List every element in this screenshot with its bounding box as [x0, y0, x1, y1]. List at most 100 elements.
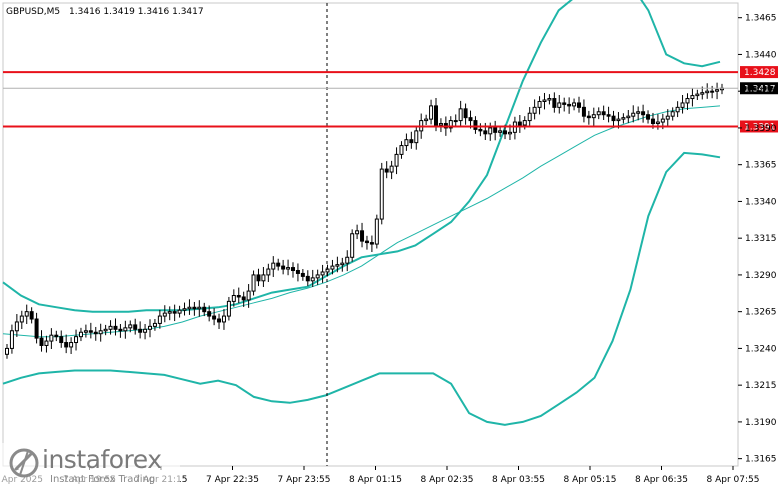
level-label-box	[740, 66, 778, 79]
candle-body	[340, 262, 345, 266]
candle	[641, 104, 646, 123]
watermark: instaforex Instant Forex Trading	[2, 443, 180, 487]
level-label: 1.3391	[744, 122, 776, 132]
candle-body	[300, 272, 305, 277]
candle-body	[488, 127, 493, 135]
candle	[74, 329, 79, 351]
x-tick-label: 8 Apr 03:55	[492, 475, 545, 485]
candle-body	[369, 242, 374, 245]
candle	[152, 319, 157, 331]
candle-body	[172, 311, 177, 314]
y-tick-label: 1.3365	[745, 161, 777, 171]
current-price-label: 1.3417	[744, 84, 776, 94]
candle-body	[207, 311, 212, 317]
y-tick-label: 1.3415	[745, 87, 777, 97]
candle	[399, 141, 404, 159]
current-price-box	[740, 82, 778, 95]
candle-body	[715, 89, 720, 92]
candle	[34, 312, 39, 344]
candle-body	[266, 268, 271, 276]
candle	[577, 96, 581, 113]
candle	[123, 320, 128, 339]
candle-body	[256, 274, 261, 282]
candle-body	[167, 311, 172, 314]
candle	[217, 313, 222, 330]
candle	[715, 82, 720, 100]
candle	[631, 105, 636, 123]
candle-body	[162, 312, 167, 317]
candle-body	[69, 342, 74, 348]
candle	[685, 93, 690, 111]
candle-body	[64, 342, 69, 348]
candle	[404, 133, 409, 151]
candle	[626, 110, 631, 123]
y-tick-label: 1.3240	[745, 344, 777, 354]
candle-body	[690, 95, 695, 100]
candle-body	[670, 111, 675, 117]
candle-body	[364, 240, 369, 244]
instaforex-logo-icon	[9, 448, 39, 478]
candle	[379, 162, 384, 225]
candle	[680, 95, 685, 114]
candle	[340, 257, 345, 272]
candle	[187, 299, 192, 315]
candle-body	[399, 145, 404, 155]
candle-body	[434, 105, 438, 126]
candle-body	[527, 112, 532, 122]
candle	[157, 309, 162, 329]
candle-body	[586, 115, 591, 119]
candle	[438, 118, 443, 133]
candle-body	[217, 318, 222, 323]
candle	[177, 305, 182, 318]
candle-body	[507, 131, 512, 135]
candle	[636, 106, 641, 121]
candle-body	[468, 117, 473, 122]
candle-body	[286, 267, 291, 270]
candle-body	[503, 130, 508, 135]
candle-body	[276, 262, 281, 267]
candle-body	[192, 306, 197, 310]
symbol-label: GBPUSD,M5	[6, 7, 60, 17]
candle	[517, 115, 522, 133]
candle-body	[409, 139, 414, 144]
candle-body	[83, 330, 88, 333]
candle	[458, 100, 463, 127]
candle-body	[438, 123, 443, 126]
candle-body	[478, 128, 483, 132]
candle-body	[695, 93, 700, 97]
candle	[246, 284, 251, 308]
y-tick-label: 1.3340	[745, 197, 777, 207]
candle	[241, 291, 246, 307]
candle-body	[236, 294, 241, 298]
candle	[675, 101, 680, 118]
candle	[596, 107, 601, 120]
candle-body	[177, 309, 182, 314]
candle	[646, 110, 651, 124]
candle	[300, 269, 305, 281]
candle-body	[29, 311, 34, 320]
candle	[78, 327, 83, 342]
candle	[226, 296, 231, 321]
bollinger-lower-line	[2, 151, 721, 426]
candle	[601, 105, 606, 120]
candle-body	[655, 121, 660, 125]
candle	[98, 323, 103, 342]
x-tick-label: 8 Apr 05:15	[564, 475, 617, 485]
candle	[83, 324, 88, 338]
candle	[374, 214, 379, 249]
candle	[621, 113, 626, 124]
candle-body	[675, 106, 680, 113]
candle	[14, 314, 19, 337]
candle	[231, 289, 236, 307]
candle-body	[581, 106, 586, 117]
candle	[690, 88, 695, 107]
candle-body	[458, 108, 463, 122]
candle-body	[335, 264, 340, 267]
candle-body	[148, 325, 152, 330]
candle	[88, 322, 93, 339]
candle-body	[557, 102, 562, 108]
candle	[5, 344, 9, 359]
candle	[527, 107, 532, 126]
candle-body	[212, 315, 217, 320]
candle	[350, 229, 355, 262]
